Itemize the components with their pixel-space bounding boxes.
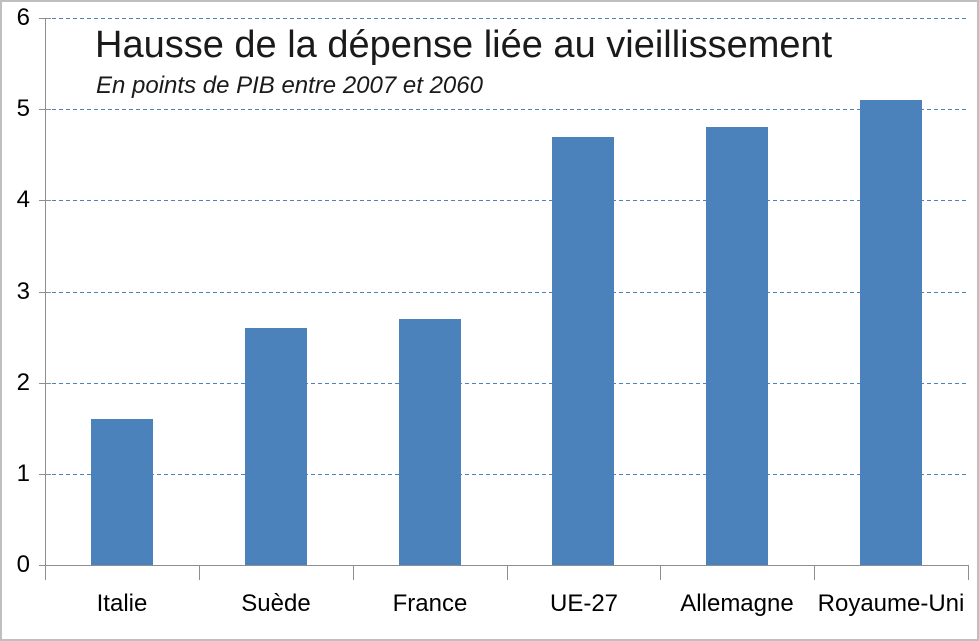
bar-allemagne [706,127,768,565]
bar-italie [91,419,153,565]
y-axis-label-0: 0 [16,551,30,578]
y-axis-label-5: 5 [16,95,30,122]
y-axis-label-4: 4 [16,186,30,213]
y-axis-label-6: 6 [16,4,30,31]
bar-royaume-uni [860,100,922,565]
y-axis-label-3: 3 [16,278,30,305]
x-axis-tick-3 [507,565,508,580]
x-axis-tick-5 [814,565,815,580]
x-axis-tick-1 [199,565,200,580]
x-axis-tick-0 [45,565,46,580]
bar-ue-27 [552,137,614,565]
chart-title: Hausse de la dépense liée au vieillissem… [95,24,833,66]
bar-france [399,319,461,565]
gridline-y-3 [45,292,968,293]
chart-subtitle: En points de PIB entre 2007 et 2060 [96,72,483,99]
y-axis-line [45,18,46,565]
x-axis-tick-6 [968,565,969,580]
x-axis-line [45,565,968,566]
x-axis-label-royaume-uni: Royaume-Uni [817,590,965,617]
bar-su-de [245,328,307,565]
x-axis-label-su-de: Suède [241,590,311,617]
x-axis-tick-2 [353,565,354,580]
x-axis-label-ue-27: UE-27 [549,590,619,617]
gridline-y-1 [45,474,968,475]
x-axis-label-france: France [392,590,468,617]
gridline-y-6 [45,18,968,19]
x-axis-label-italie: Italie [96,590,148,617]
x-axis-label-allemagne: Allemagne [680,590,794,617]
x-axis-tick-4 [660,565,661,580]
y-axis-label-2: 2 [16,369,30,396]
gridline-y-2 [45,383,968,384]
gridline-y-5 [45,109,968,110]
y-axis-label-1: 1 [16,460,30,487]
gridline-y-4 [45,200,968,201]
